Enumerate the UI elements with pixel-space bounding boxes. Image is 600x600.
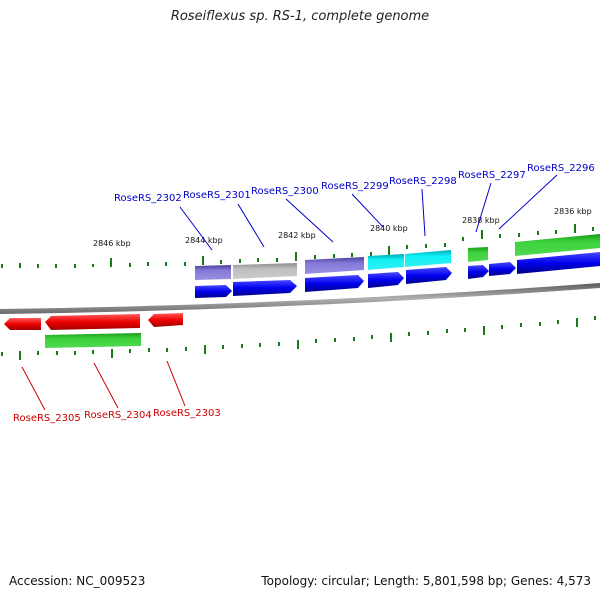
- genome-summary-text: Topology: circular; Length: 5,801,598 bp…: [261, 574, 591, 588]
- gene-arrow[interactable]: [45, 314, 140, 330]
- feature-box: [368, 254, 404, 270]
- kbp-label: 2846 kbp: [93, 239, 131, 248]
- kbp-label: 2842 kbp: [278, 231, 316, 240]
- feature-box: [405, 250, 451, 267]
- callout-lines-top: [179, 174, 558, 251]
- feature-box: [515, 234, 600, 256]
- gene-arrow[interactable]: [368, 272, 404, 288]
- gene-label-rosers-2304[interactable]: RoseRS_2304: [84, 410, 152, 421]
- gene-label-rosers-2301[interactable]: RoseRS_2301: [183, 190, 251, 201]
- gene-label-rosers-2297[interactable]: RoseRS_2297: [458, 170, 526, 181]
- feature-track: [195, 234, 600, 280]
- genome-backbone: [0, 283, 600, 314]
- feature-box: [45, 333, 141, 348]
- gene-label-rosers-2305[interactable]: RoseRS_2305: [13, 413, 81, 424]
- gene-arrow[interactable]: [489, 262, 516, 276]
- gene-arrow[interactable]: [148, 313, 183, 327]
- kbp-label: 2838 kbp: [462, 216, 500, 225]
- gene-arrow[interactable]: [233, 280, 297, 296]
- feature-box: [195, 265, 231, 280]
- gene-arrow[interactable]: [406, 267, 452, 284]
- reverse-gene-track: [4, 313, 183, 330]
- gene-arrow[interactable]: [468, 265, 489, 279]
- kbp-label: 2840 kbp: [370, 224, 408, 233]
- gene-label-rosers-2302[interactable]: RoseRS_2302: [114, 193, 182, 204]
- gene-label-rosers-2299[interactable]: RoseRS_2299: [321, 181, 389, 192]
- feature-box: [305, 257, 364, 274]
- gene-arrow[interactable]: [4, 318, 41, 330]
- tick-track-lower: [1, 316, 596, 360]
- gene-label-rosers-2298[interactable]: RoseRS_2298: [389, 176, 457, 187]
- kbp-label: 2836 kbp: [554, 207, 592, 216]
- feature-box: [468, 247, 488, 262]
- gene-arrow[interactable]: [305, 275, 364, 292]
- feature-box: [233, 263, 297, 279]
- forward-gene-track: [195, 252, 600, 298]
- accession-text: Accession: NC_009523: [9, 574, 146, 588]
- callout-lines-bottom: [21, 360, 186, 411]
- tick-track-upper: [1, 224, 594, 268]
- gene-label-rosers-2296[interactable]: RoseRS_2296: [527, 163, 595, 174]
- map-title: Roseiflexus sp. RS-1, complete genome: [170, 9, 430, 24]
- gene-label-rosers-2300[interactable]: RoseRS_2300: [251, 186, 319, 197]
- gene-arrow[interactable]: [517, 252, 600, 274]
- gene-arrow[interactable]: [195, 285, 232, 298]
- kbp-label: 2844 kbp: [185, 236, 223, 245]
- gene-label-rosers-2303[interactable]: RoseRS_2303: [153, 408, 221, 419]
